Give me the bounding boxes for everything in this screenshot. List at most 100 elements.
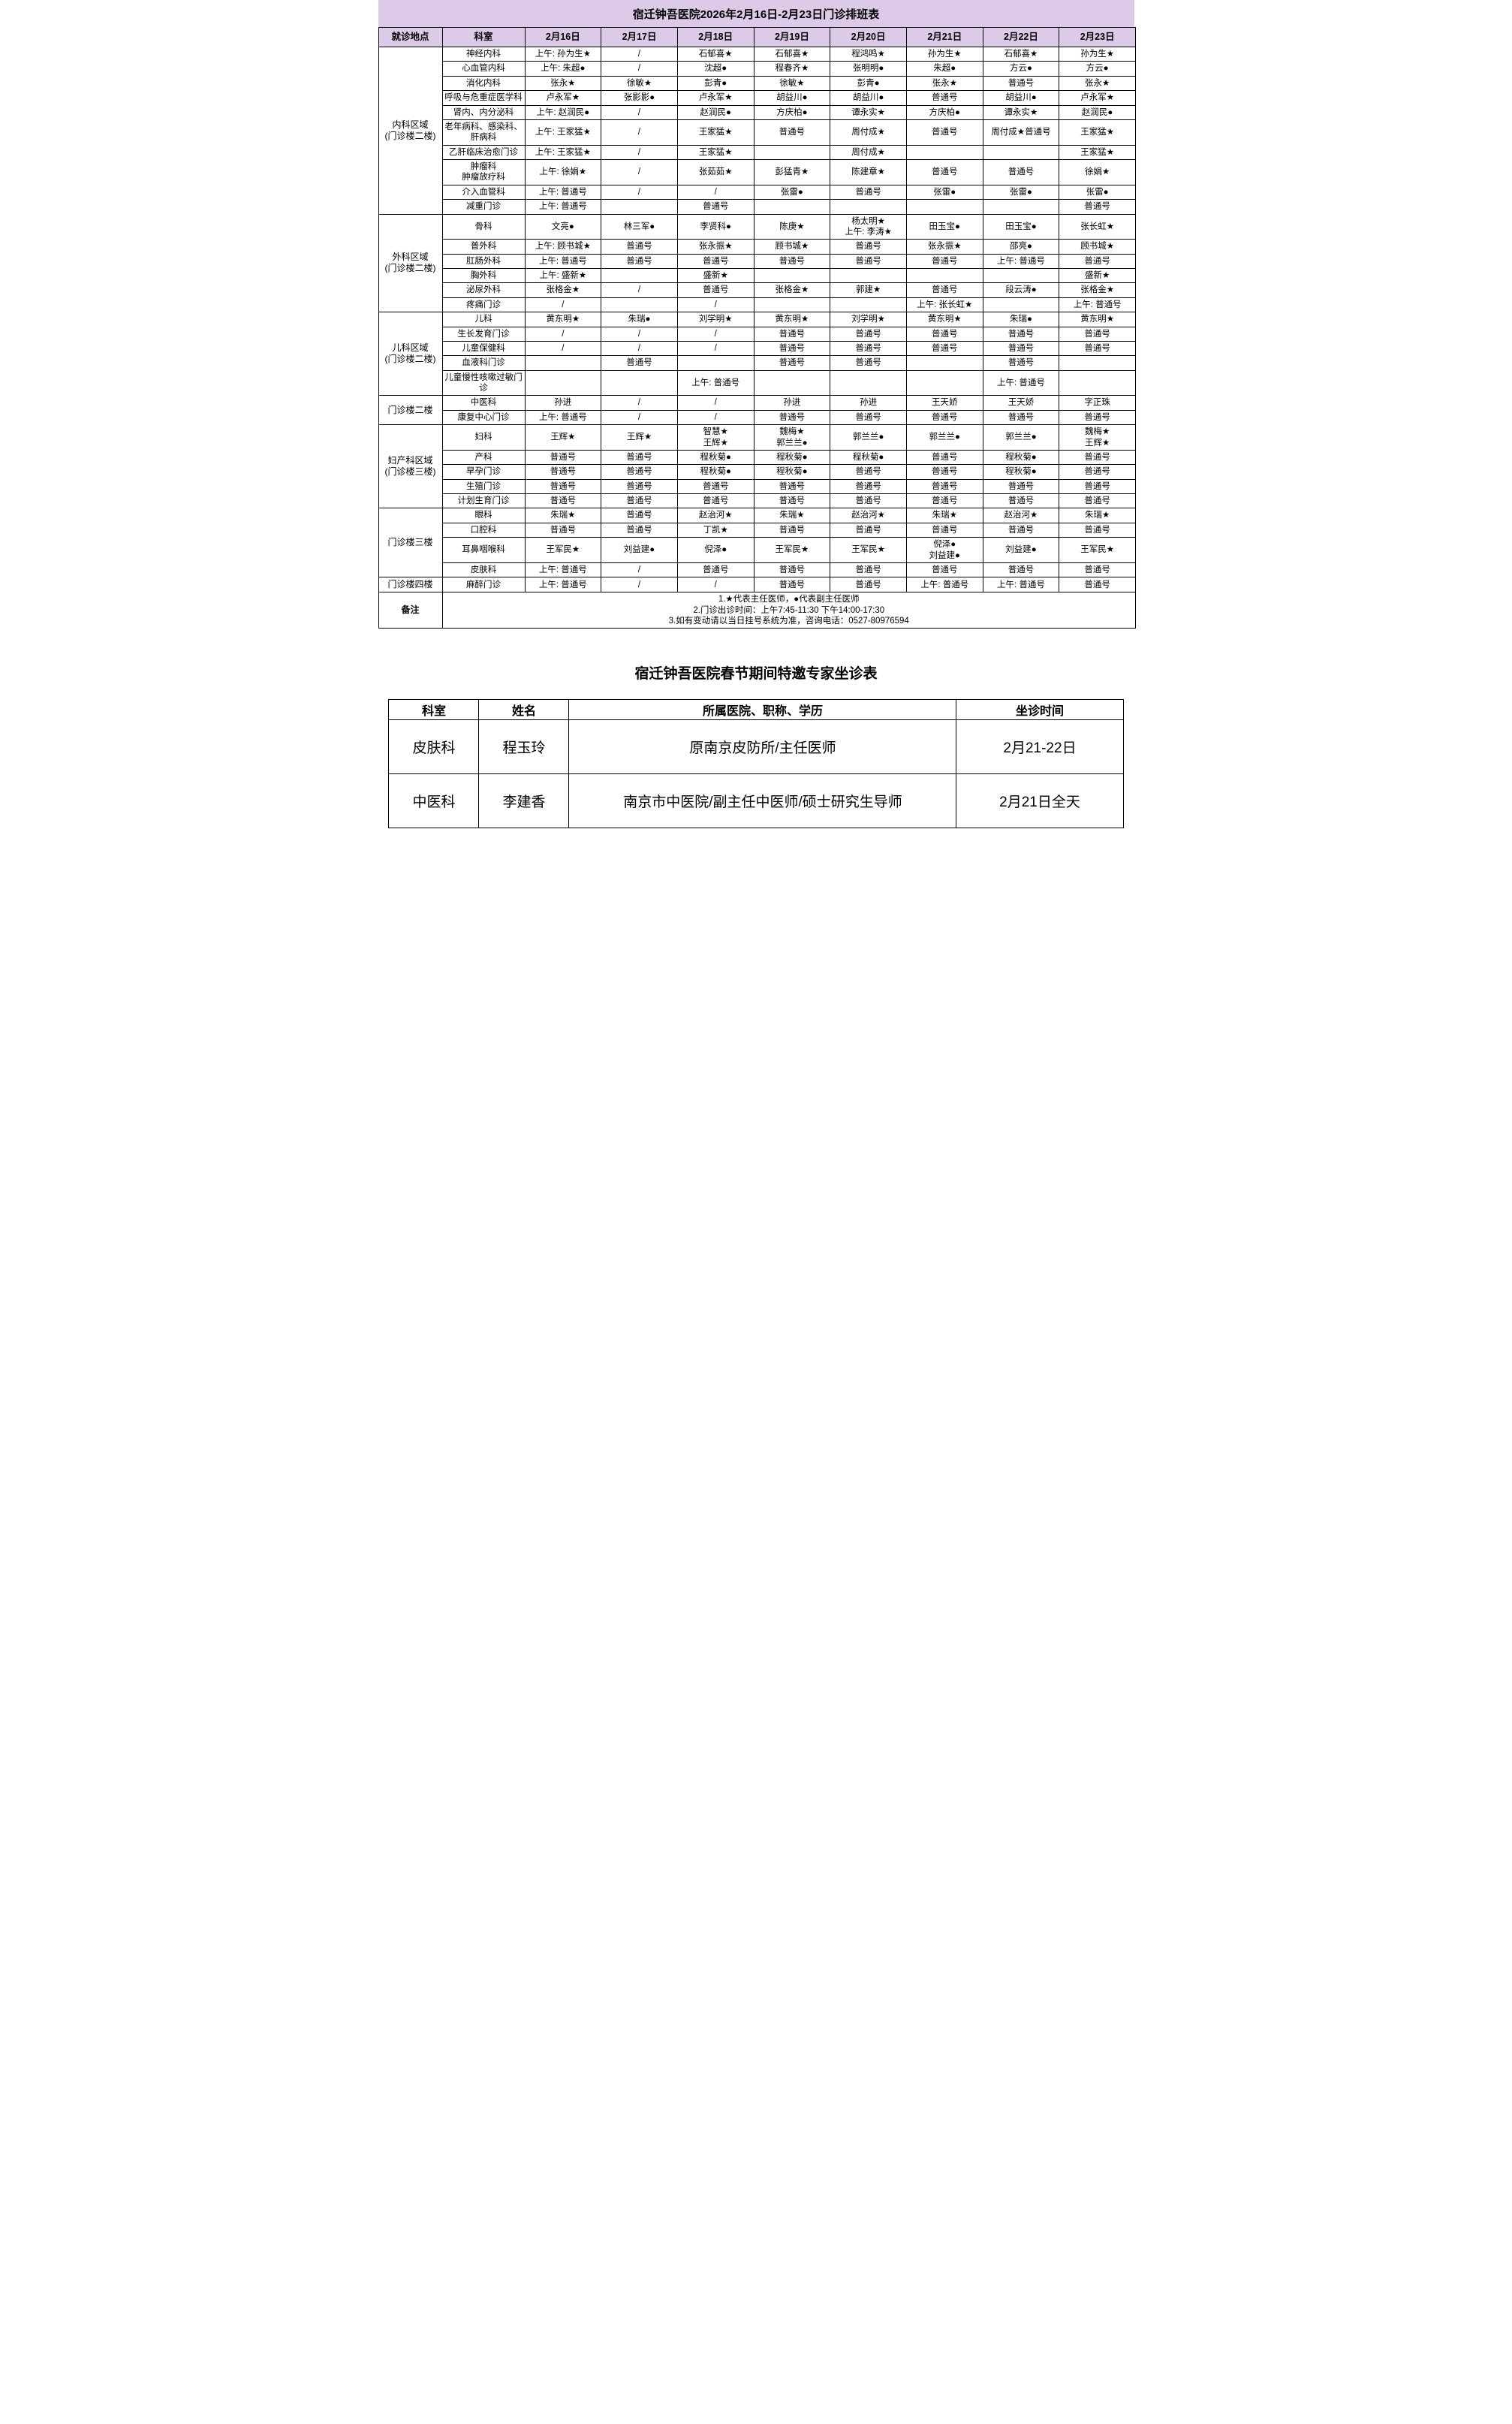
schedule-cell: 赵润民● [1059, 104, 1136, 120]
schedule-cell: 田玉宝● [905, 213, 983, 240]
schedule-cell: 胡益川● [982, 90, 1060, 106]
schedule-cell: 普通号 [601, 449, 678, 466]
schedule-cell: 田玉宝● [982, 213, 1060, 240]
schedule-cell: 孙进 [830, 395, 907, 411]
col-header-location: 就诊地点 [378, 27, 443, 47]
guest-header-row: 科室 姓名 所属医院、职称、学历 坐诊时间 [388, 698, 1124, 720]
schedule-cell: 周付成★普通号 [982, 119, 1060, 146]
department-cell: 生殖门诊 [441, 478, 526, 495]
schedule-cell: 普通号 [982, 75, 1060, 92]
schedule-cell: 程秋菊● [982, 464, 1060, 480]
table-row: 肛肠外科 上午: 普通号 普通号 普通号 普通号 普通号 普通号 上午: 普通号 普通号 [378, 253, 1136, 270]
schedule-cell: 朱超● [905, 61, 983, 77]
guest-time-cell: 2月21-22日 [956, 719, 1124, 774]
schedule-cell: 张长虹★ [1059, 213, 1136, 240]
schedule-cell: / [676, 326, 754, 342]
col-header-feb22: 2月22日 [982, 27, 1060, 47]
schedule-cell: 普通号 [601, 464, 678, 480]
schedule-cell-empty [753, 297, 831, 313]
schedule-cell: 普通号 [905, 464, 983, 480]
schedule-cell: 上午: 普通号 [524, 253, 602, 270]
schedule-cell: 普通号 [524, 522, 602, 538]
schedule-cell: / [676, 409, 754, 426]
schedule-cell: 普通号 [753, 340, 831, 357]
schedule-cell: 普通号 [524, 493, 602, 509]
schedule-cell: 王天娇 [905, 395, 983, 411]
area-cell: 外科区域 (门诊楼二楼) [378, 213, 443, 313]
schedule-cell: 普通号 [601, 355, 678, 371]
schedule-cell: 普通号 [676, 253, 754, 270]
department-cell: 口腔科 [441, 522, 526, 538]
schedule-cell-empty [1059, 355, 1136, 371]
schedule-cell: 上午: 普通号 [982, 577, 1060, 593]
guest-department-cell: 皮肤科 [388, 719, 480, 774]
schedule-cell: 普通号 [830, 253, 907, 270]
schedule-cell: 朱瑞● [601, 312, 678, 327]
schedule-cell: 张雷● [982, 184, 1060, 200]
schedule-cell: 彭青● [830, 75, 907, 92]
schedule-cell: 刘益建● [982, 537, 1060, 563]
table-row: 介入血管科 上午: 普通号 / / 张雷● 普通号 张雷● 张雷● 张雷● [378, 184, 1136, 200]
schedule-cell: 张永★ [905, 75, 983, 92]
schedule-cell: 程秋菊● [676, 464, 754, 480]
department-cell: 减重门诊 [441, 199, 526, 215]
schedule-cell: 普通号 [905, 253, 983, 270]
schedule-cell: 徐敏★ [753, 75, 831, 92]
schedule-cell: 盛新★ [676, 267, 754, 284]
schedule-cell: 朱瑞● [982, 312, 1060, 327]
schedule-cell: 石郁喜★ [753, 46, 831, 62]
department-cell: 肛肠外科 [441, 253, 526, 270]
schedule-cell: 周付成★ [830, 144, 907, 161]
schedule-cell-empty [830, 369, 907, 396]
department-cell: 介入血管科 [441, 184, 526, 200]
schedule-cell: / [676, 184, 754, 200]
schedule-cell: 王军民★ [753, 537, 831, 563]
schedule-cell: 程秋菊● [830, 449, 907, 466]
schedule-cell: 程秋菊● [676, 449, 754, 466]
schedule-cell: 赵治河★ [830, 508, 907, 523]
table-row: 肿瘤科 肿瘤放疗科 上午: 徐娟★ / 张茹茹★ 彭猛青★ 陈建章★ 普通号 普通号 徐娟★ [378, 159, 1136, 185]
schedule-cell: 普通号 [676, 282, 754, 298]
schedule-cell: 黄东明★ [905, 312, 983, 327]
schedule-cell: 普通号 [830, 522, 907, 538]
schedule-cell: 上午: 朱超● [524, 61, 602, 77]
schedule-cell: 黄东明★ [524, 312, 602, 327]
col-header-feb20: 2月20日 [830, 27, 907, 47]
guest-info-cell: 南京市中医院/副主任中医师/硕士研究生导师 [568, 773, 957, 828]
schedule-cell: 普通号 [905, 493, 983, 509]
table-row: 内科区域 (门诊楼二楼) 神经内科 上午: 孙为生★ / 石郁喜★ 石郁喜★ 程鸿鸣★ 孙为生★… [378, 46, 1136, 215]
department-cell: 普外科 [441, 239, 526, 255]
schedule-cell: 顾书城★ [753, 239, 831, 255]
department-cell: 儿童慢性咳嗽过敏门诊 [441, 369, 526, 396]
schedule-cell: / [601, 577, 678, 593]
schedule-cell: 普通号 [601, 508, 678, 523]
department-cell: 老年病科、感染科、 肝病科 [441, 119, 526, 146]
schedule-cell: 程秋菊● [753, 449, 831, 466]
col-header-feb23: 2月23日 [1059, 27, 1136, 47]
schedule-cell: 普通号 [905, 90, 983, 106]
department-cell: 耳鼻咽喉科 [441, 537, 526, 563]
schedule-cell: 普通号 [753, 478, 831, 495]
schedule-cell: / [524, 326, 602, 342]
schedule-cell: 文亮● [524, 213, 602, 240]
table-row: 呼吸与危重症医学科 卢永军★ 张影影● 卢永军★ 胡益川● 胡益川● 普通号 胡益川● 卢永军★ [378, 90, 1136, 106]
schedule-cell: / [524, 297, 602, 313]
schedule-cell: 普通号 [982, 159, 1060, 185]
schedule-cell: 王军民★ [1059, 537, 1136, 563]
schedule-cell: 卢永军★ [676, 90, 754, 106]
schedule-cell: 普通号 [1059, 199, 1136, 215]
schedule-cell-empty [753, 199, 831, 215]
schedule-cell: 普通号 [1059, 340, 1136, 357]
schedule-cell: 普通号 [905, 478, 983, 495]
schedule-cell-empty [830, 199, 907, 215]
schedule-cell: / [601, 562, 678, 578]
department-cell: 妇科 [441, 424, 526, 451]
schedule-cell: 普通号 [1059, 493, 1136, 509]
schedule-cell: 谭永实★ [830, 104, 907, 120]
department-cell: 中医科 [441, 395, 526, 411]
schedule-cell: / [601, 159, 678, 185]
guest-name-cell: 李建香 [478, 773, 570, 828]
schedule-cell: 上午: 孙为生★ [524, 46, 602, 62]
guest-col-header-department: 科室 [388, 698, 480, 720]
schedule-sheet: 宿迁钟吾医院2026年2月16日-2月23日门诊排班表 就诊地点 科室 2月16… [378, 0, 1136, 828]
